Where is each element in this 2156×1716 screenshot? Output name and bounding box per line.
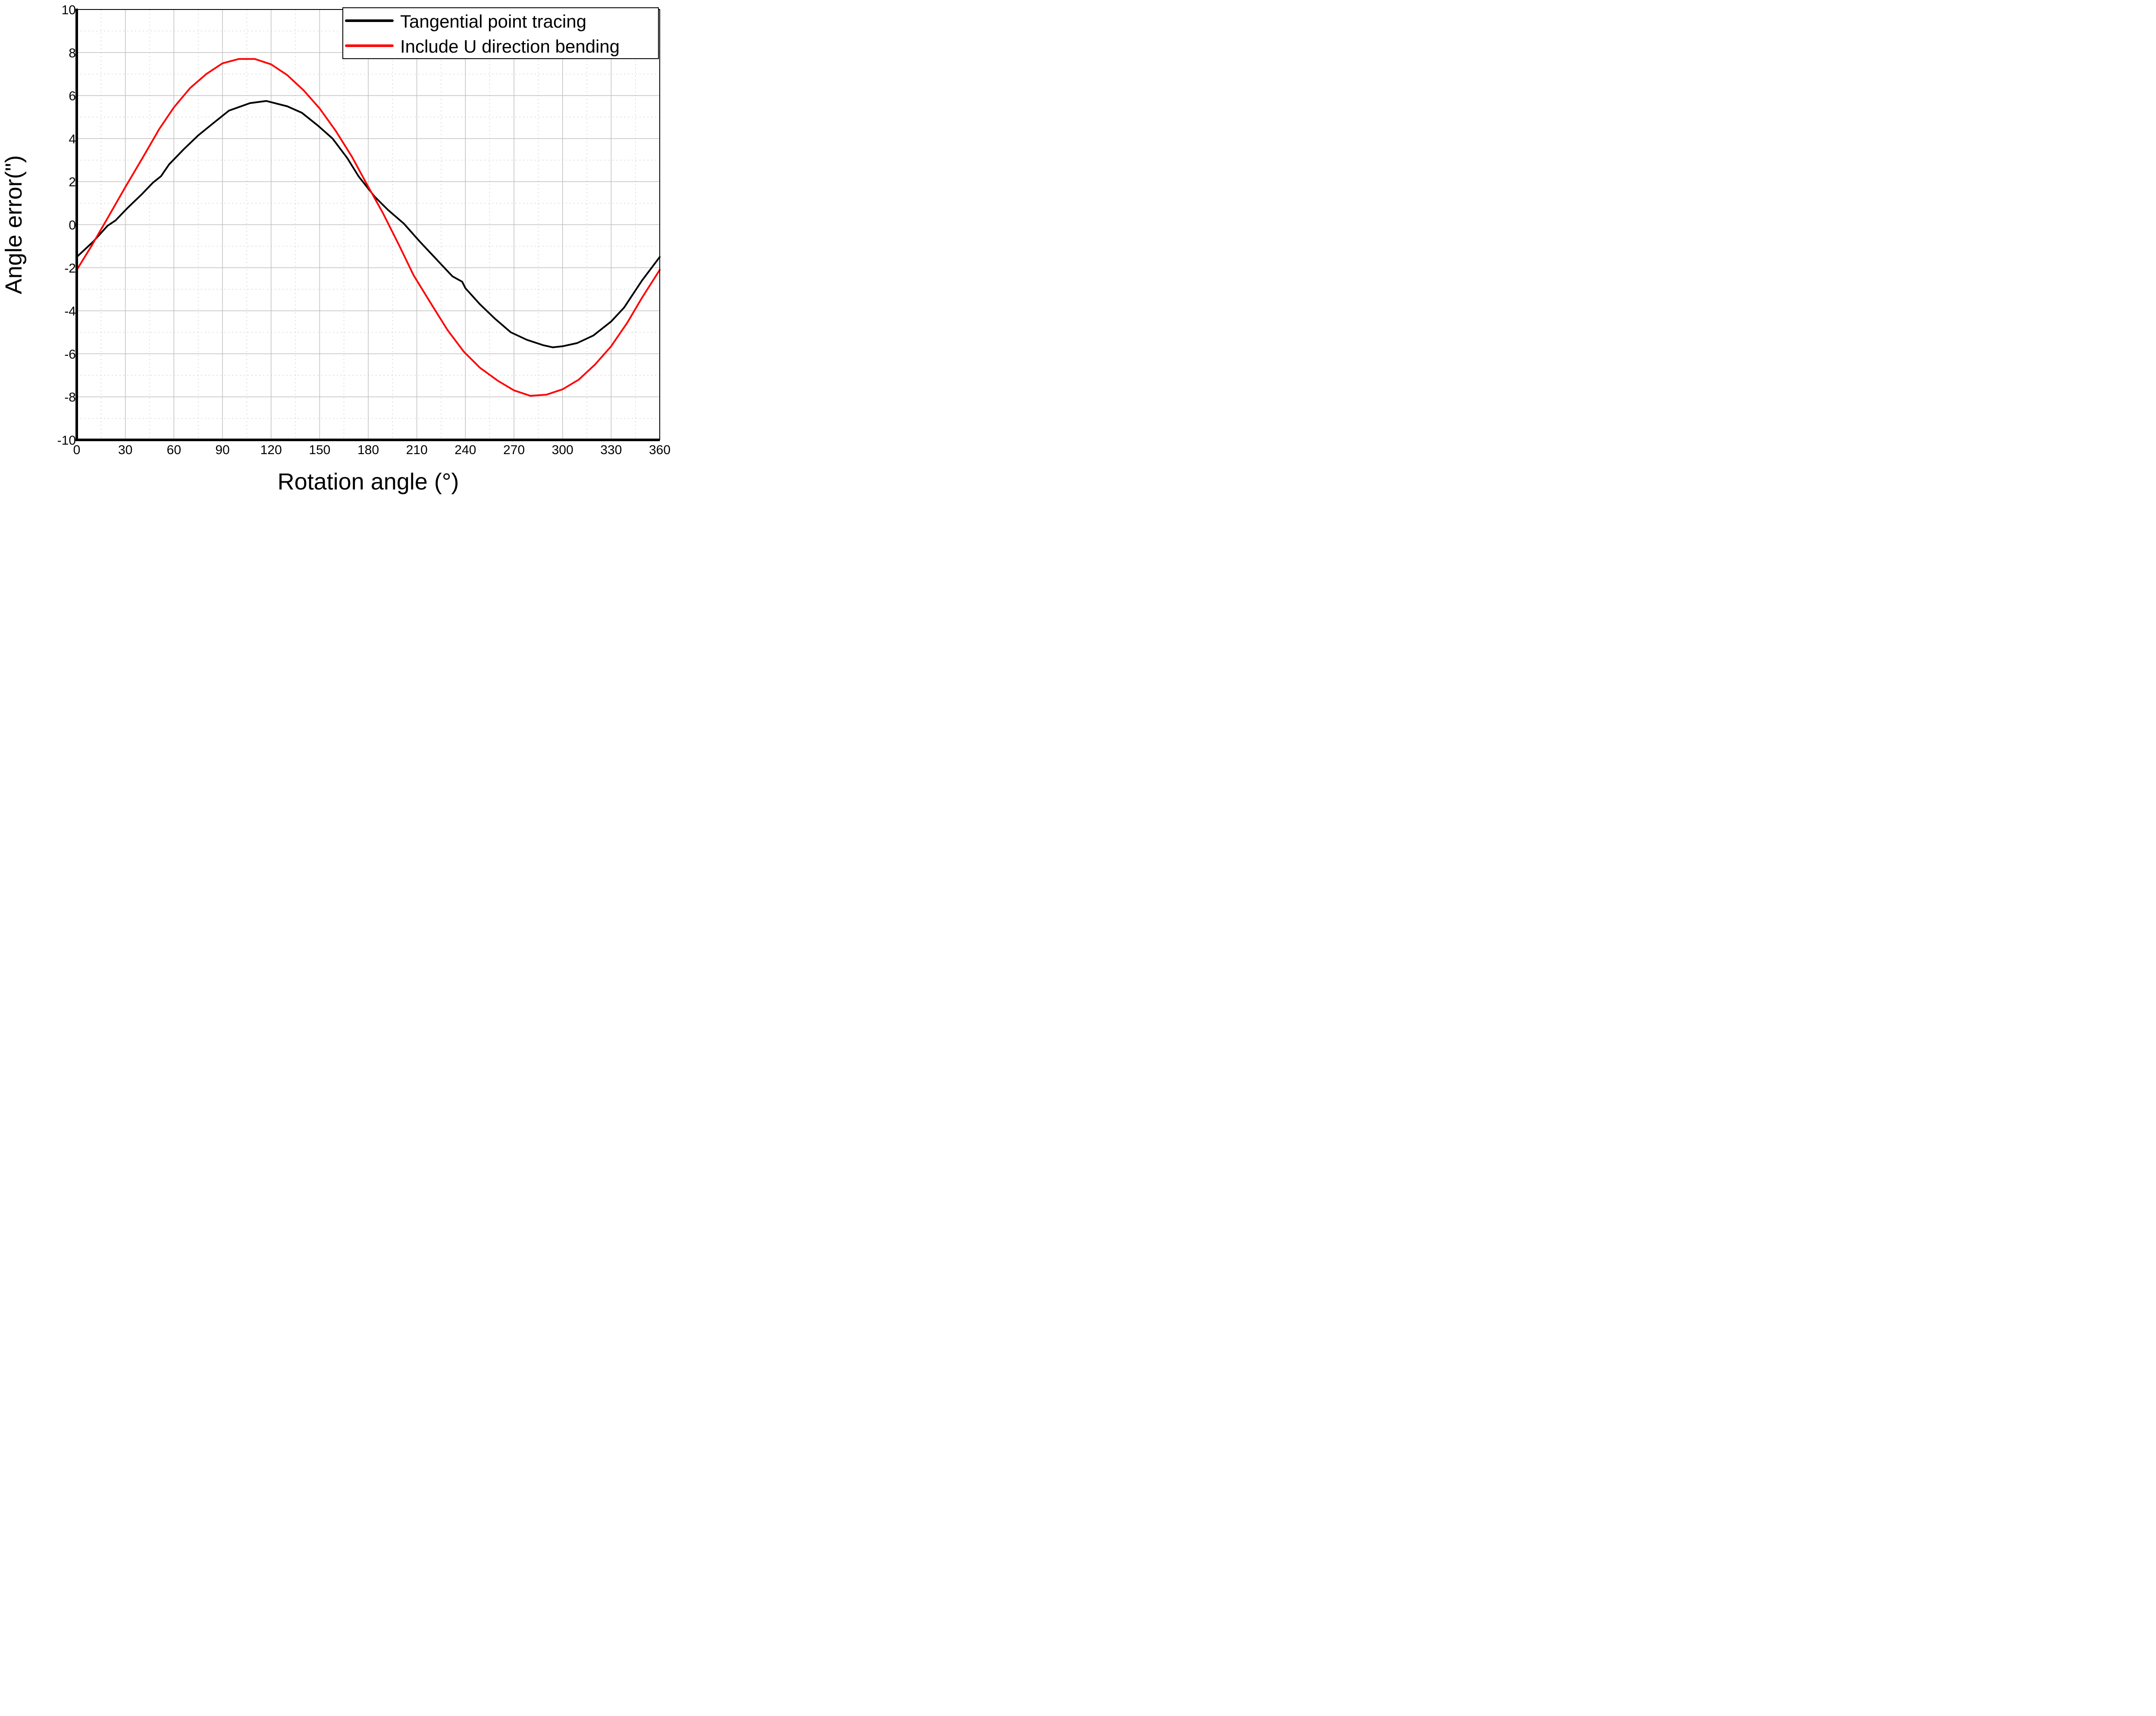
y-tick-label: -6 [64, 347, 76, 361]
legend-label-u-bending: Include U direction bending [400, 36, 620, 56]
legend: Tangential point tracing Include U direc… [342, 7, 659, 59]
y-tick-label: -8 [64, 390, 76, 405]
x-tick-label: 30 [118, 443, 132, 457]
y-tick-label: 0 [69, 218, 76, 232]
x-tick-label: 330 [600, 443, 622, 457]
x-tick-label: 300 [552, 443, 573, 457]
x-tick-labels: 0 30 60 90 120 150 180 210 240 270 300 330 360 [73, 443, 671, 457]
x-tick-label: 90 [215, 443, 229, 457]
grid [77, 9, 660, 440]
y-tick-label: -2 [64, 261, 76, 276]
x-tick-label: 270 [503, 443, 525, 457]
y-tick-label: 8 [69, 46, 76, 60]
x-tick-label: 120 [260, 443, 282, 457]
y-axis-title: Angle error(") [1, 155, 27, 294]
y-tick-label: 4 [69, 132, 76, 146]
y-tick-labels: -10 -8 -6 -4 -2 0 2 4 6 8 10 [57, 3, 76, 448]
x-tick-label: 0 [73, 443, 81, 457]
series-line-include-u-direction-bending [76, 58, 661, 397]
x-tick-label: 360 [649, 443, 671, 457]
y-tick-label: -4 [64, 304, 76, 319]
y-tick-label: 2 [69, 175, 76, 189]
x-tick-label: 180 [357, 443, 379, 457]
legend-label-tangential: Tangential point tracing [400, 11, 586, 31]
x-tick-label: 60 [167, 443, 181, 457]
y-tick-label: -10 [57, 433, 76, 448]
x-tick-label: 210 [406, 443, 428, 457]
y-tick-label: 6 [69, 89, 76, 104]
y-tick-label: 10 [62, 3, 76, 17]
x-tick-label: 150 [309, 443, 330, 457]
x-tick-label: 240 [454, 443, 476, 457]
legend-box [342, 7, 659, 59]
series-group [76, 58, 661, 397]
series-line-tangential-point-tracing [76, 100, 661, 348]
x-axis-title: Rotation angle (°) [278, 469, 459, 495]
line-chart: 0 30 60 90 120 150 180 210 240 270 300 330 360 -10-8… [1, 3, 671, 495]
